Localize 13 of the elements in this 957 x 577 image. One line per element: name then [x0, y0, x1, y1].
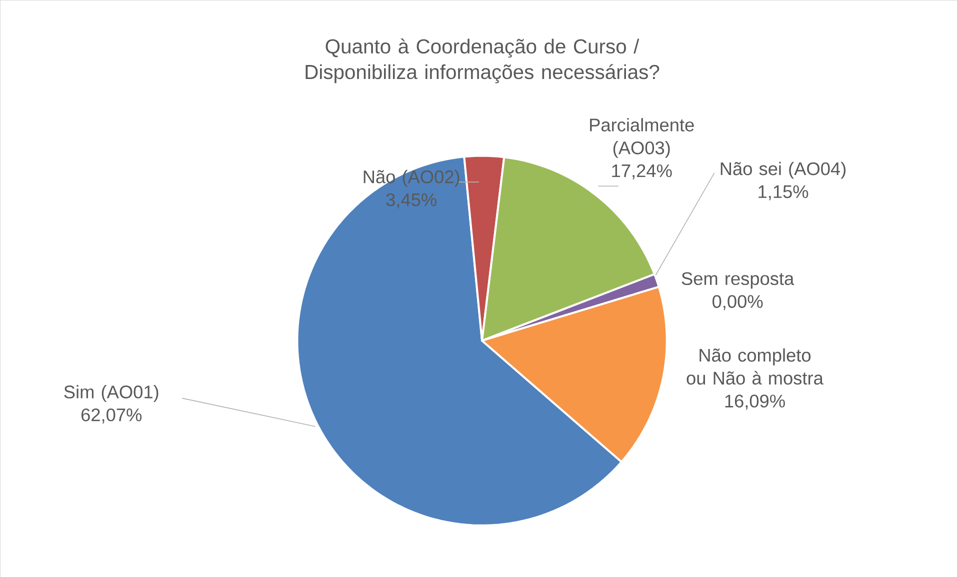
category-label: Sem resposta: [682, 272, 794, 289]
data-label: 1,15%: [758, 185, 808, 200]
chart-title: Quanto à Coordenação de Curso / Disponibiliza informações necessárias?: [306, 38, 660, 84]
slice-label: Parcialmente (AO03): [590, 118, 694, 158]
slice-label: Não (AO02): [364, 170, 460, 187]
text: 0,00%: [712, 294, 763, 310]
data-label: 16,09%: [725, 394, 785, 410]
data-label: 17,24%: [612, 164, 672, 180]
slice-label: Não sei (AO04): [720, 162, 846, 179]
slice-label: Sim (AO01): [64, 384, 158, 402]
data-label: 3,45%: [386, 193, 436, 208]
data-label: 62,07%: [81, 408, 142, 424]
slice-label: Não completo ou Não à mostra: [686, 348, 824, 384]
